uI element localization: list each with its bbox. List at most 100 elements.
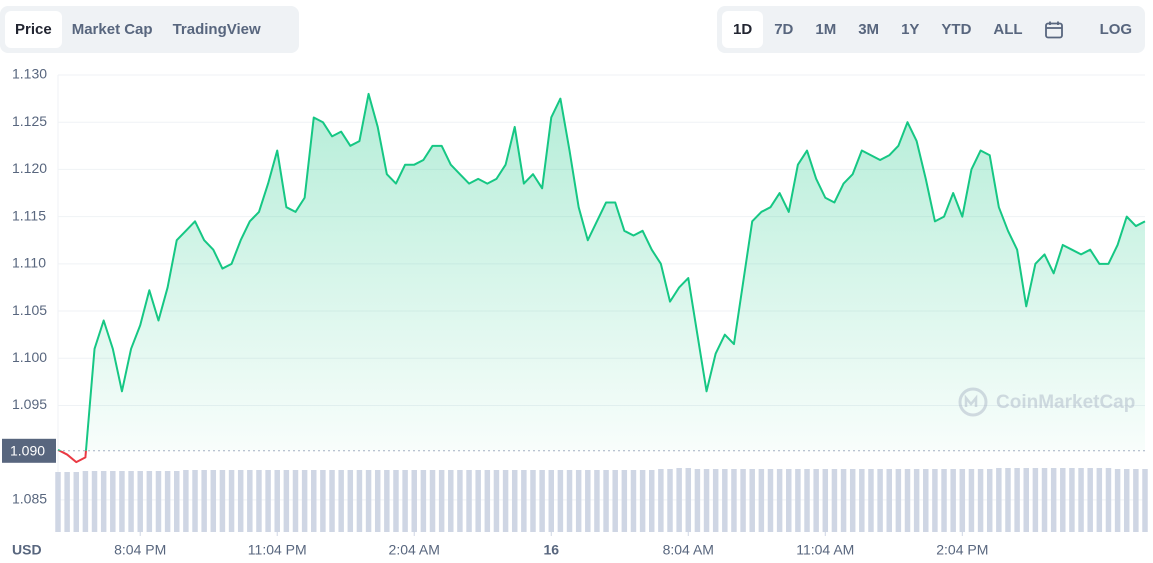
volume-bar <box>630 470 637 532</box>
y-tick-label: 1.125 <box>12 113 47 129</box>
y-tick-label: 1.100 <box>12 349 47 365</box>
reference-label-box <box>2 438 56 463</box>
volume-bar <box>192 470 198 532</box>
tab-button[interactable]: Market Cap <box>71 21 153 38</box>
volume-bar <box>840 469 847 532</box>
volume-bar <box>365 470 372 532</box>
volume-bar <box>320 470 326 532</box>
volume-bar <box>639 470 646 532</box>
volume-bar <box>183 470 189 532</box>
volume-bar <box>977 469 984 532</box>
volume-bar <box>338 470 344 532</box>
volume-bar <box>110 471 116 532</box>
volume-bar <box>438 470 445 532</box>
y-tick-label: 1.115 <box>12 207 46 223</box>
volume-bar <box>64 472 70 532</box>
volume-bar <box>475 470 481 532</box>
x-tick-label: 8:04 AM <box>663 542 714 558</box>
tab-button[interactable]: TradingView <box>172 21 261 38</box>
tab-group: Price Market Cap TradingView <box>0 6 299 53</box>
volume-bar <box>804 469 810 532</box>
y-tick-label: 1.120 <box>12 160 47 176</box>
volume-bar <box>511 470 518 532</box>
volume-bar <box>950 469 956 532</box>
y-tick-label: 1.095 <box>12 396 47 412</box>
volume-bar <box>393 470 399 532</box>
volume-bar <box>1023 468 1029 532</box>
volume-bar <box>521 470 527 532</box>
range-button[interactable]: 1Y <box>901 21 920 38</box>
volume-bar <box>895 469 902 532</box>
volume-bar <box>968 469 975 532</box>
y-tick-label: 1.130 <box>12 66 47 82</box>
volume-bar <box>493 470 500 532</box>
volume-bar <box>201 470 207 532</box>
volume-bar <box>868 469 874 532</box>
x-tick-label: 2:04 PM <box>936 542 988 558</box>
volume-bar <box>292 470 299 532</box>
volume-bar <box>849 469 856 532</box>
x-tick-label: 11:04 PM <box>248 542 307 558</box>
x-tick-label: 16 <box>543 542 559 558</box>
volume-bar <box>137 471 143 532</box>
volume-bar <box>859 469 865 532</box>
y-unit-label: USD <box>12 542 42 558</box>
volume-bar <box>119 471 125 532</box>
volume-bar <box>283 470 290 532</box>
volume-bar <box>831 469 838 532</box>
volume-bar <box>612 470 618 532</box>
volume-bar <box>603 470 609 532</box>
volume-bar <box>1123 469 1130 532</box>
volume-bar <box>575 470 582 532</box>
volume-bar <box>530 470 536 532</box>
range-button[interactable]: YTD <box>941 21 972 38</box>
volume-bar <box>822 469 829 532</box>
volume-bar <box>1014 468 1020 532</box>
y-tick-label: 1.105 <box>12 302 47 318</box>
volume-bar <box>913 469 920 532</box>
y-tick-label: 1.110 <box>12 255 46 271</box>
volume-bar <box>877 469 883 532</box>
x-tick-label: 11:04 AM <box>796 542 854 558</box>
volume-bar <box>557 470 564 532</box>
volume-bar <box>411 470 417 532</box>
watermark-logo <box>958 387 988 417</box>
volume-bar <box>694 469 701 532</box>
volume-bar <box>256 470 262 532</box>
volume-bar <box>594 470 600 532</box>
watermark: CoinMarketCap <box>958 387 1135 417</box>
volume-bar <box>621 470 628 532</box>
volume-bar <box>1133 469 1139 532</box>
volume-bar <box>740 469 746 532</box>
volume-bar <box>986 469 993 532</box>
volume-bar <box>1069 468 1075 532</box>
volume-bar <box>539 470 545 532</box>
calendar-button[interactable] <box>1034 11 1074 48</box>
volume-bar <box>1114 469 1121 532</box>
volume-bar <box>457 470 463 532</box>
volume-bar <box>311 470 317 532</box>
price-line <box>57 92 1146 451</box>
volume-bar <box>228 470 235 532</box>
volume-bar <box>210 470 217 532</box>
volume-bar <box>1032 468 1039 532</box>
log-button[interactable]: LOG <box>1099 21 1133 38</box>
volume-bar <box>1078 468 1084 532</box>
range-button[interactable]: ALL <box>993 21 1023 38</box>
range-button[interactable]: 1D <box>722 11 764 48</box>
volume-bar <box>786 469 792 532</box>
range-group: 1D 7D 1M 3M 1Y YTD ALL LOG <box>717 6 1145 53</box>
range-button[interactable]: 3M <box>858 21 880 38</box>
volume-bar <box>648 470 655 532</box>
volume-bar <box>420 470 427 532</box>
volume-bar <box>566 470 573 532</box>
volume-bar <box>923 469 929 532</box>
range-button[interactable]: 7D <box>774 21 794 38</box>
range-button[interactable]: 1M <box>815 21 837 38</box>
calendar-icon <box>1044 21 1063 38</box>
volume-bar <box>356 470 363 532</box>
volume-bar <box>1105 468 1112 532</box>
tab-button[interactable]: Price <box>5 11 62 48</box>
